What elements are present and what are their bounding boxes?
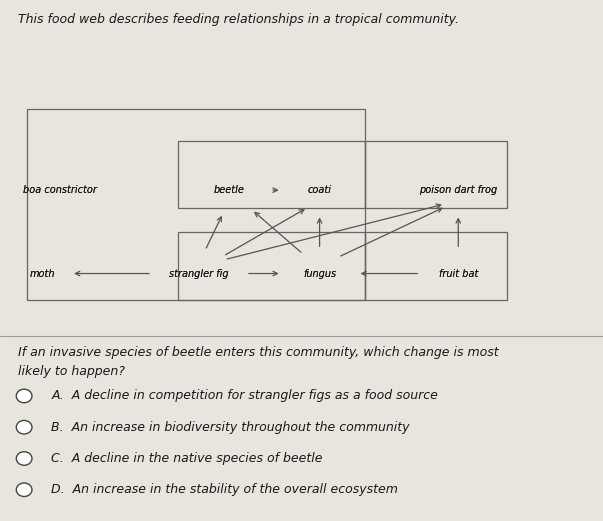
Text: A.  A decline in competition for strangler figs as a food source: A. A decline in competition for strangle… [51,390,438,402]
Circle shape [16,483,32,497]
Text: fruit bat: fruit bat [438,268,478,279]
Text: beetle: beetle [213,185,245,195]
Circle shape [16,420,32,434]
Circle shape [16,389,32,403]
Text: beetle: beetle [213,185,245,195]
Text: boa constrictor: boa constrictor [24,185,97,195]
Text: poison dart frog: poison dart frog [419,185,497,195]
Text: coati: coati [308,185,332,195]
Text: coati: coati [308,185,332,195]
Text: If an invasive species of beetle enters this community, which change is most
lik: If an invasive species of beetle enters … [18,346,499,378]
Text: fungus: fungus [303,268,336,279]
Text: This food web describes feeding relationships in a tropical community.: This food web describes feeding relation… [18,13,459,26]
Text: strangler fig: strangler fig [169,268,229,279]
Text: fungus: fungus [303,268,336,279]
Bar [365,232,507,300]
Bar [27,109,365,300]
Text: poison dart frog: poison dart frog [419,185,497,195]
Text: strangler fig: strangler fig [169,268,229,279]
Text: fruit bat: fruit bat [438,268,478,279]
Text: C.  A decline in the native species of beetle: C. A decline in the native species of be… [51,452,323,465]
Text: moth: moth [30,268,55,279]
Bar [178,232,365,300]
Text: boa constrictor: boa constrictor [24,185,97,195]
Bar [178,141,365,208]
Text: B.  An increase in biodiversity throughout the community: B. An increase in biodiversity throughou… [51,421,410,433]
Circle shape [16,452,32,465]
Text: moth: moth [30,268,55,279]
Text: D.  An increase in the stability of the overall ecosystem: D. An increase in the stability of the o… [51,483,398,496]
Bar [365,141,507,208]
